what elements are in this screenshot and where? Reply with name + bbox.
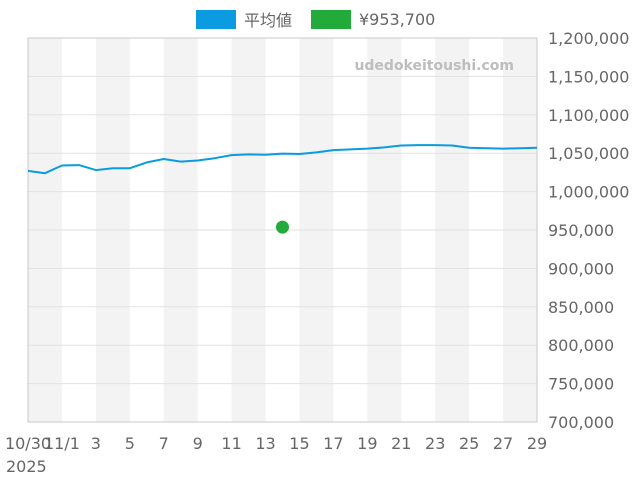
price-point: [276, 220, 289, 234]
y-tick-label: 1,200,000: [548, 29, 629, 48]
plot-border: [27, 37, 538, 423]
x-tick-label: 15: [289, 434, 309, 453]
y-tick-label: 850,000: [548, 298, 614, 317]
y-tick-label: 1,050,000: [548, 144, 629, 163]
x-tick-label: 17: [323, 434, 343, 453]
legend-swatch-price: [311, 9, 351, 29]
x-tick-label: 9: [193, 434, 203, 453]
x-tick-label: 27: [493, 434, 513, 453]
x-tick-label: 11/1: [44, 434, 80, 453]
x-tick-label: 21: [391, 434, 411, 453]
x-tick-label: 7: [159, 434, 169, 453]
y-axis-ticks: 1,200,000 1,150,000 1,100,000 1,050,000 1,00…: [548, 29, 629, 432]
x-tick-label: 19: [357, 434, 377, 453]
legend-item-price[interactable]: ¥953,700: [311, 8, 435, 30]
legend-swatch-average: [196, 9, 236, 29]
legend-item-average[interactable]: 平均値: [196, 8, 292, 30]
y-tick-label: 1,000,000: [548, 183, 629, 202]
legend-label-average: 平均値: [244, 11, 293, 30]
y-tick-label: 950,000: [548, 221, 614, 240]
y-tick-label: 1,150,000: [548, 67, 629, 86]
x-tick-label: 3: [91, 434, 101, 453]
y-tick-label: 1,100,000: [548, 106, 629, 125]
x-tick-label: 25: [459, 434, 479, 453]
plot-frame: [27, 37, 538, 423]
series-layer: [27, 144, 538, 234]
y-tick-label: 900,000: [548, 259, 614, 278]
legend-label-price: ¥953,700: [359, 9, 436, 29]
x-axis-year-label: 2025: [6, 457, 47, 476]
y-tick-label: 700,000: [548, 413, 614, 432]
average-price-line: [27, 144, 538, 175]
x-tick-label: 10/30: [5, 434, 51, 453]
watermark: udedokeitoushi.com: [354, 58, 514, 74]
x-tick-label: 11: [221, 434, 241, 453]
y-tick-label: 750,000: [548, 375, 614, 394]
y-tick-label: 800,000: [548, 336, 614, 355]
x-tick-label: 13: [255, 434, 275, 453]
x-tick-label: 23: [425, 434, 445, 453]
x-tick-label: 5: [125, 434, 135, 453]
legend: 平均値 ¥953,700: [0, 8, 640, 30]
x-tick-label: 29: [527, 434, 547, 453]
